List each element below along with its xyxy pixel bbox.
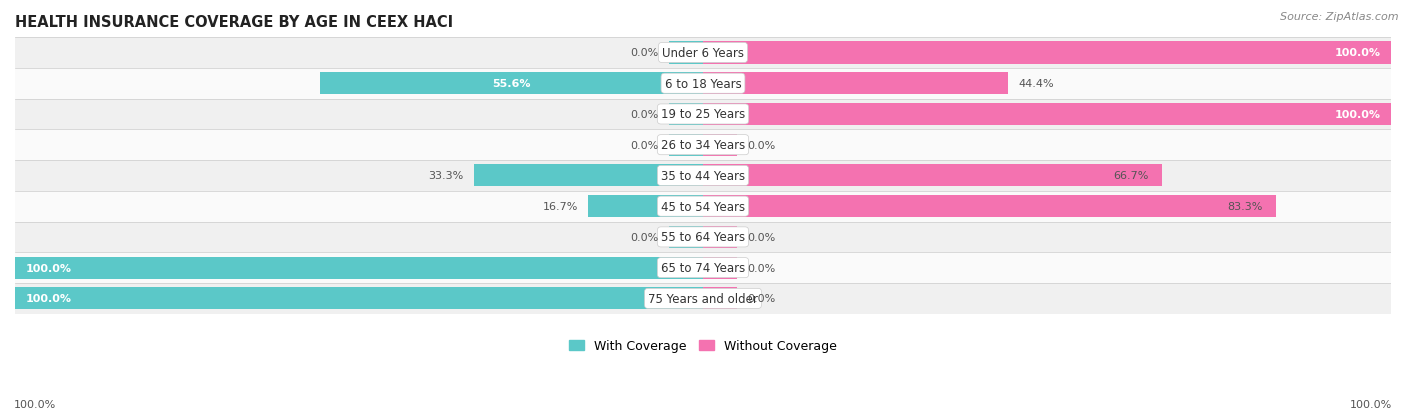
Bar [588, 196, 703, 218]
Bar [703, 226, 737, 248]
Bar [15, 100, 1391, 130]
Bar [15, 191, 1391, 222]
Text: Source: ZipAtlas.com: Source: ZipAtlas.com [1281, 12, 1399, 22]
Text: 83.3%: 83.3% [1227, 202, 1263, 211]
Text: 55 to 64 Years: 55 to 64 Years [661, 231, 745, 244]
Bar [474, 165, 703, 187]
Bar [321, 73, 703, 95]
Bar [15, 257, 703, 279]
Bar [703, 257, 737, 279]
Bar [15, 161, 1391, 191]
Bar [669, 226, 703, 248]
Text: 66.7%: 66.7% [1112, 171, 1149, 181]
Text: 65 to 74 Years: 65 to 74 Years [661, 261, 745, 275]
Bar [15, 283, 1391, 314]
Text: 0.0%: 0.0% [630, 110, 658, 120]
Text: 33.3%: 33.3% [429, 171, 464, 181]
Bar [669, 104, 703, 126]
Text: 19 to 25 Years: 19 to 25 Years [661, 108, 745, 121]
Text: 100.0%: 100.0% [1334, 110, 1381, 120]
Legend: With Coverage, Without Coverage: With Coverage, Without Coverage [564, 335, 842, 357]
Text: HEALTH INSURANCE COVERAGE BY AGE IN CEEX HACI: HEALTH INSURANCE COVERAGE BY AGE IN CEEX… [15, 15, 453, 30]
Bar [15, 222, 1391, 253]
Text: 45 to 54 Years: 45 to 54 Years [661, 200, 745, 213]
Text: 100.0%: 100.0% [25, 294, 72, 304]
Text: 6 to 18 Years: 6 to 18 Years [665, 78, 741, 90]
Bar [703, 196, 1277, 218]
Text: 0.0%: 0.0% [630, 233, 658, 242]
Bar [15, 69, 1391, 100]
Bar [15, 287, 703, 310]
Text: 0.0%: 0.0% [748, 233, 776, 242]
Bar [669, 134, 703, 157]
Text: 0.0%: 0.0% [630, 48, 658, 58]
Bar [703, 104, 1391, 126]
Bar [703, 287, 737, 310]
Bar [15, 130, 1391, 161]
Bar [669, 42, 703, 64]
Text: 100.0%: 100.0% [1334, 48, 1381, 58]
Bar [703, 73, 1008, 95]
Text: 0.0%: 0.0% [630, 140, 658, 150]
Text: 35 to 44 Years: 35 to 44 Years [661, 169, 745, 183]
Text: 100.0%: 100.0% [25, 263, 72, 273]
Bar [703, 42, 1391, 64]
Bar [703, 134, 737, 157]
Text: 0.0%: 0.0% [748, 140, 776, 150]
Text: 100.0%: 100.0% [14, 399, 56, 409]
Bar [703, 165, 1161, 187]
Bar [15, 38, 1391, 69]
Text: 44.4%: 44.4% [1019, 79, 1054, 89]
Text: Under 6 Years: Under 6 Years [662, 47, 744, 60]
Text: 16.7%: 16.7% [543, 202, 578, 211]
Text: 75 Years and older: 75 Years and older [648, 292, 758, 305]
Text: 55.6%: 55.6% [492, 79, 531, 89]
Text: 0.0%: 0.0% [748, 294, 776, 304]
Bar [15, 253, 1391, 283]
Text: 0.0%: 0.0% [748, 263, 776, 273]
Text: 26 to 34 Years: 26 to 34 Years [661, 139, 745, 152]
Text: 100.0%: 100.0% [1350, 399, 1392, 409]
